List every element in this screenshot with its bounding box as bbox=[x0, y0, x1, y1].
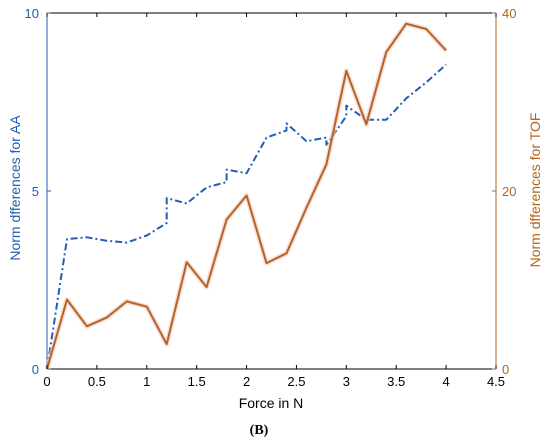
right-y-tick-label: 0 bbox=[502, 362, 509, 377]
x-tick-label: 0 bbox=[43, 374, 50, 389]
x-tick-label: 3.5 bbox=[387, 374, 405, 389]
left-y-tick-label: 5 bbox=[32, 184, 39, 199]
x-tick-label: 1.5 bbox=[188, 374, 206, 389]
plot-area bbox=[46, 12, 497, 370]
x-tick-label: 2.5 bbox=[287, 374, 305, 389]
panel-label: (B) bbox=[250, 423, 269, 438]
left-y-axis-ticks: 0 5 10 bbox=[25, 6, 51, 377]
x-tick-label: 4 bbox=[442, 374, 449, 389]
x-axis-label: Force in N bbox=[239, 395, 304, 411]
right-y-tick-label: 40 bbox=[502, 6, 516, 21]
x-tick-label: 0.5 bbox=[88, 374, 106, 389]
x-tick-label: 4.5 bbox=[487, 374, 505, 389]
x-axis-ticks: 0 0.5 1 1.5 2 2.5 3 3.5 4 4.5 bbox=[43, 13, 505, 389]
left-y-tick-label: 0 bbox=[32, 362, 39, 377]
left-y-tick-label: 10 bbox=[25, 6, 39, 21]
x-tick-label: 1 bbox=[143, 374, 150, 389]
series-aa-line-group bbox=[46, 63, 447, 370]
series-aa-line bbox=[46, 63, 447, 370]
x-tick-label: 2 bbox=[243, 374, 250, 389]
x-tick-label: 3 bbox=[343, 374, 350, 389]
left-y-axis-label: Norm dfferences for AA bbox=[7, 115, 23, 261]
series-tof-line bbox=[46, 22, 447, 370]
right-y-tick-label: 20 bbox=[502, 184, 516, 199]
series-tof-line-group bbox=[44, 21, 448, 370]
right-y-axis-label: Norm dfferences for TOF bbox=[527, 113, 543, 268]
right-y-axis-ticks: 0 20 40 bbox=[492, 6, 516, 377]
